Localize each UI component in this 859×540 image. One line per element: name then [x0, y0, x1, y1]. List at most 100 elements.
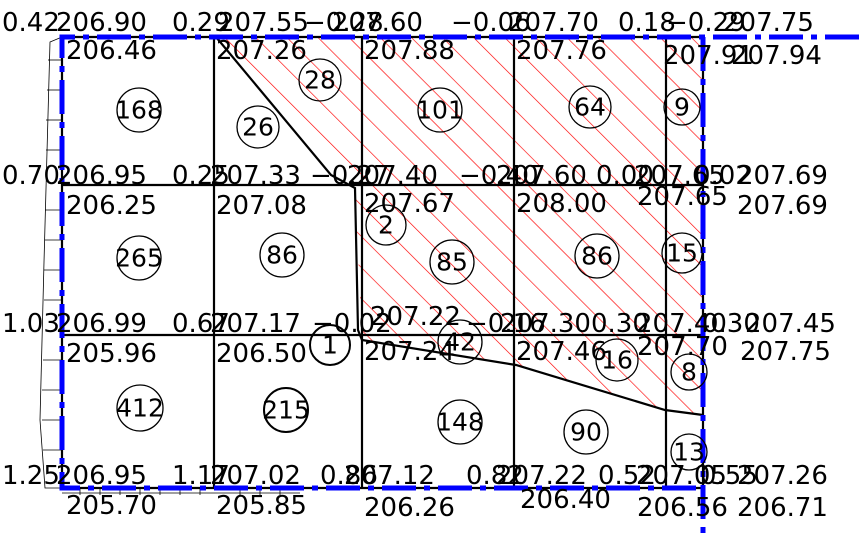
corner-height: 0.29 [172, 8, 230, 38]
row-4-labels: 1.25 206.95 1.17 207.02 0.86 207.12 0.82… [2, 461, 828, 523]
design-elevation: 207.05 [636, 461, 727, 491]
design-elevation: 207.70 [508, 8, 599, 38]
cell-label: 13 [673, 438, 705, 467]
cell-label: 412 [116, 394, 164, 423]
natural-elevation: 207.69 [737, 191, 828, 221]
row-3-labels: 1.03 206.99 0.67 207.17 −0.02 207.22 −0.… [2, 302, 836, 369]
cut-area-hatch [216, 37, 703, 415]
design-elevation: 206.90 [56, 8, 147, 38]
design-elevation: 207.40 [347, 161, 438, 191]
corner-height: 0.42 [2, 8, 60, 38]
cell-label: 42 [444, 328, 476, 357]
natural-elevation: 207.46 [516, 337, 607, 367]
cell-label: 26 [242, 113, 274, 142]
zero-line [215, 36, 704, 417]
cell-label: 8 [681, 358, 697, 387]
natural-elevation: 207.24 [364, 337, 455, 367]
cell-circles [116, 58, 708, 471]
cell-numbers: 168 26 28 101 64 9 265 86 2 85 86 15 412… [115, 66, 705, 467]
natural-elevation: 206.56 [637, 493, 728, 523]
natural-elevation: 206.25 [66, 191, 157, 221]
natural-elevation: 206.26 [364, 493, 455, 523]
natural-elevation: 207.26 [216, 36, 307, 66]
corner-height: −0.06 [451, 8, 531, 38]
cell-label: 148 [436, 408, 484, 437]
design-elevation: 207.22 [496, 461, 587, 491]
corner-height: −0.02 [312, 309, 392, 339]
row-2-labels: 0.70 206.95 0.25 207.33 −0.27 207.40 −0.… [2, 161, 828, 221]
design-elevation: 207.22 [370, 302, 461, 332]
design-elevation: 207.55 [218, 8, 309, 38]
corner-height: 0.55 [700, 461, 758, 491]
corner-height: 1.25 [2, 461, 60, 491]
corner-height: 0.30 [702, 309, 760, 339]
design-elevation: 207.60 [332, 8, 423, 38]
corner-height: −0.27 [310, 161, 390, 191]
natural-elevation: 205.70 [66, 491, 157, 521]
corner-height: 1.17 [172, 461, 230, 491]
design-elevation: 207.12 [344, 461, 435, 491]
cell-label: 90 [570, 418, 602, 447]
corner-height: −0.40 [459, 161, 539, 191]
natural-elevation: 206.46 [66, 36, 157, 66]
natural-elevation: 207.94 [731, 41, 822, 71]
design-elevation: 207.65 [634, 161, 725, 191]
natural-elevation: 207.76 [516, 36, 607, 66]
cell-label: 168 [115, 96, 163, 125]
corner-height: −0.16 [466, 309, 546, 339]
corner-height: 0.67 [172, 309, 230, 339]
design-elevation: 206.99 [56, 309, 147, 339]
cell-label: 215 [262, 396, 310, 425]
corner-height: 0.82 [466, 461, 524, 491]
design-elevation: 207.17 [210, 309, 301, 339]
corner-height: 0.30 [591, 309, 649, 339]
corner-height: 0.02 [694, 161, 752, 191]
natural-elevation: 207.91 [663, 41, 754, 71]
design-elevation: 206.95 [56, 161, 147, 191]
natural-elevation: 207.67 [364, 189, 455, 219]
corner-height: −0.29 [666, 8, 746, 38]
cell-label: 15 [666, 239, 698, 268]
design-elevation: 207.45 [745, 309, 836, 339]
row-1-labels: 0.42 206.90 0.29 207.55 −0.28 207.60 −0.… [2, 8, 822, 71]
cell-label: 9 [674, 93, 690, 122]
natural-elevation: 207.08 [216, 191, 307, 221]
design-elevation: 207.75 [723, 8, 814, 38]
site-boundary [59, 34, 859, 540]
cell-label: 2 [378, 211, 394, 240]
natural-elevation: 205.96 [66, 339, 157, 369]
corner-height: −0.28 [304, 8, 384, 38]
cell-label: 101 [416, 96, 464, 125]
natural-elevation: 208.00 [516, 189, 607, 219]
corner-height: 0.25 [172, 161, 230, 191]
natural-elevation: 206.71 [737, 493, 828, 523]
natural-elevation: 207.70 [637, 332, 728, 362]
corner-height: 1.03 [2, 309, 60, 339]
cell-label: 86 [581, 242, 613, 271]
design-elevation: 207.33 [210, 161, 301, 191]
natural-elevation: 206.40 [520, 485, 611, 515]
cell-label: 1 [322, 331, 338, 360]
cell-label: 16 [601, 346, 633, 375]
cell-label: 85 [436, 248, 468, 277]
corner-height: 0.70 [2, 161, 60, 191]
corner-height: 0.52 [598, 461, 656, 491]
natural-elevation: 206.50 [216, 339, 307, 369]
cell-label: 86 [266, 241, 298, 270]
natural-elevation: 205.85 [216, 491, 307, 521]
design-elevation: 207.60 [496, 161, 587, 191]
cell-label: 265 [115, 244, 163, 273]
design-elevation: 207.26 [737, 461, 828, 491]
cell-label: 28 [304, 66, 336, 95]
corner-height: 0.18 [618, 8, 676, 38]
cell-label: 64 [574, 93, 606, 122]
design-elevation: 207.40 [636, 309, 727, 339]
natural-elevation: 207.65 [637, 182, 728, 212]
design-elevation: 207.69 [737, 161, 828, 191]
design-elevation: 207.30 [500, 309, 591, 339]
design-elevation: 206.95 [56, 461, 147, 491]
design-elevation: 207.02 [210, 461, 301, 491]
natural-elevation: 207.75 [740, 337, 831, 367]
slope-ticks [39, 36, 63, 489]
